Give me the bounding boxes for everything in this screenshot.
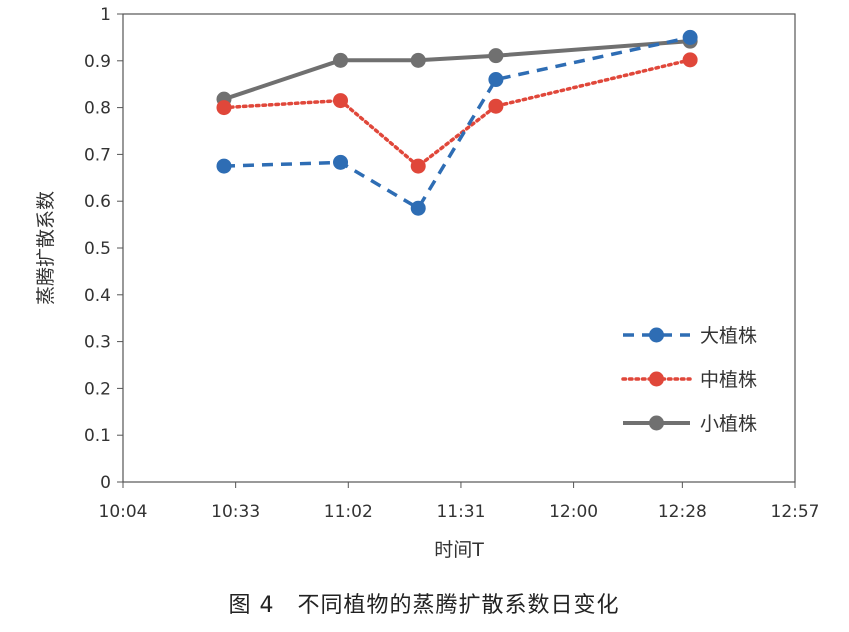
x-tick-label: 11:31 [436, 502, 485, 522]
data-point-中植株 [216, 100, 232, 116]
x-tick-label: 10:33 [211, 502, 260, 522]
data-point-大植株 [333, 154, 349, 170]
data-point-中植株 [333, 93, 349, 109]
legend-marker [649, 371, 664, 387]
data-point-大植株 [410, 200, 426, 216]
data-point-中植株 [682, 52, 698, 68]
data-point-大植株 [682, 29, 698, 45]
y-tick-label: 0.3 [84, 333, 111, 353]
x-tick-label: 11:02 [324, 502, 373, 522]
data-point-大植株 [488, 72, 504, 88]
y-tick-label: 0.8 [84, 99, 111, 119]
data-point-小植株 [488, 48, 504, 64]
y-tick-label: 0.2 [84, 379, 111, 399]
y-tick-label: 1 [100, 5, 111, 25]
legend-label: 中植株 [700, 369, 757, 391]
y-tick-label: 0.6 [84, 192, 111, 212]
x-axis-ticks: 10:04 10:33 11:02 11:31 12:00 12:28 12:57 [99, 482, 820, 522]
legend-label: 大植株 [700, 325, 757, 347]
x-tick-label: 12:57 [771, 502, 820, 522]
x-tick-label: 12:00 [549, 502, 598, 522]
x-tick-label: 10:04 [99, 502, 148, 522]
data-point-中植株 [410, 158, 426, 174]
x-axis-title: 时间T [434, 539, 484, 561]
series-layer [216, 29, 698, 216]
data-point-小植株 [410, 52, 426, 68]
series-line-大植株 [223, 35, 691, 211]
legend-label: 小植株 [700, 413, 757, 435]
legend-marker [649, 415, 664, 431]
y-tick-label: 0.1 [84, 426, 111, 446]
y-axis-title: 蒸腾扩散系数 [35, 191, 57, 305]
y-tick-label: 0.7 [84, 145, 111, 165]
legend-marker [649, 327, 664, 343]
data-point-大植株 [216, 158, 232, 174]
y-tick-label: 0.4 [84, 286, 111, 306]
figure-caption: 图 4 不同植物的蒸腾扩散系数日变化 [229, 593, 620, 618]
y-tick-label: 0 [100, 473, 111, 493]
y-tick-label: 0.5 [84, 239, 111, 259]
y-axis-ticks: 0 0.1 0.2 0.3 0.4 0.5 0.6 0.7 0.8 0.9 1 [84, 5, 123, 493]
y-tick-label: 0.9 [84, 52, 111, 72]
x-tick-label: 12:28 [658, 502, 707, 522]
data-point-中植株 [488, 98, 504, 114]
data-point-小植株 [333, 52, 349, 68]
